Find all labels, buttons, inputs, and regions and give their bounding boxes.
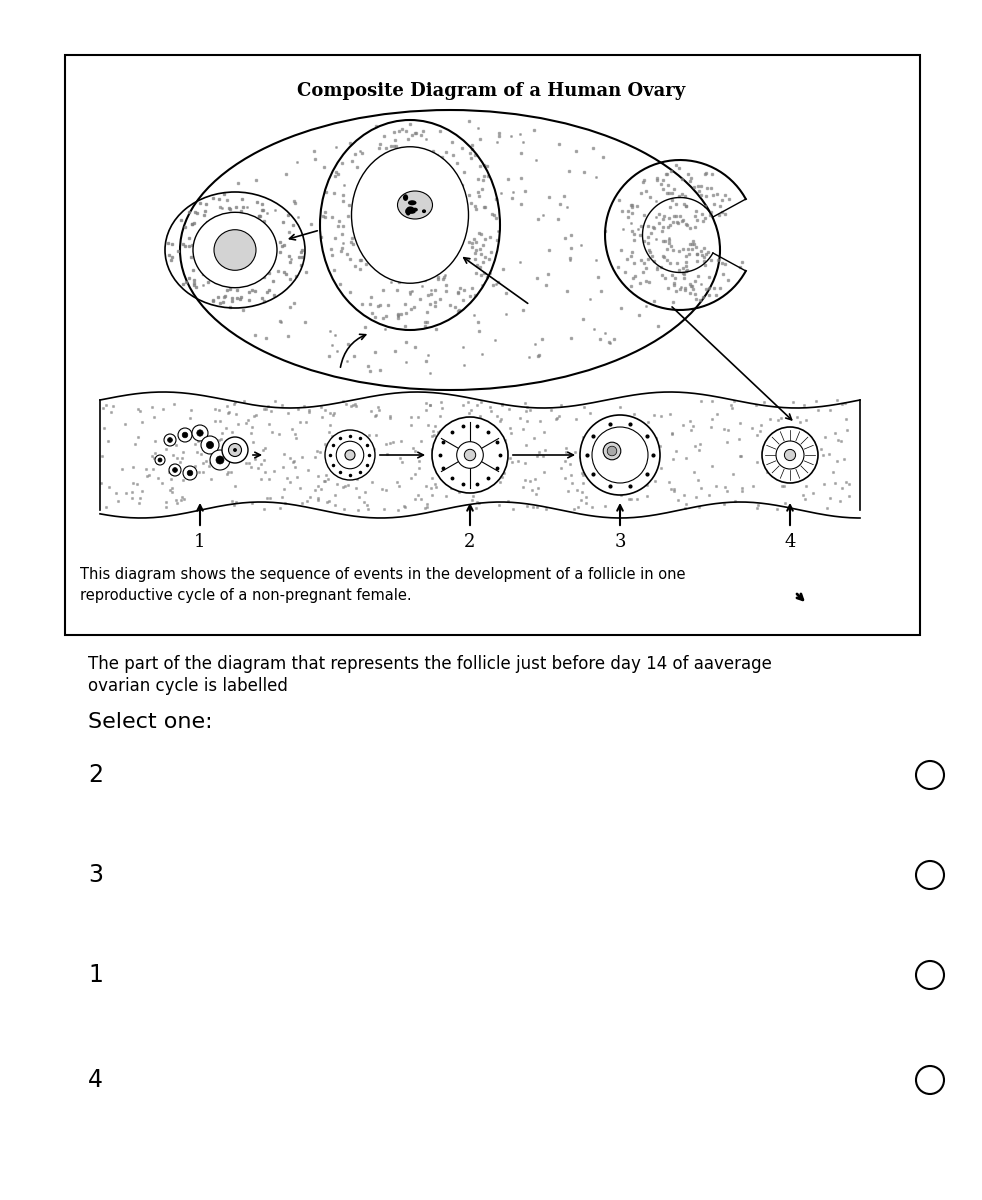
Circle shape bbox=[916, 761, 944, 790]
Text: 3: 3 bbox=[615, 533, 626, 551]
Circle shape bbox=[776, 440, 804, 469]
Text: 2: 2 bbox=[88, 763, 103, 787]
Text: 3: 3 bbox=[88, 863, 103, 887]
Circle shape bbox=[233, 448, 237, 452]
Text: 2: 2 bbox=[464, 533, 475, 551]
Circle shape bbox=[916, 961, 944, 989]
Circle shape bbox=[607, 446, 617, 456]
Circle shape bbox=[345, 450, 355, 460]
Ellipse shape bbox=[412, 208, 418, 211]
Circle shape bbox=[229, 444, 242, 456]
Text: 4: 4 bbox=[785, 533, 795, 551]
Ellipse shape bbox=[352, 146, 468, 283]
Ellipse shape bbox=[193, 212, 277, 288]
Circle shape bbox=[325, 430, 375, 480]
Circle shape bbox=[457, 442, 483, 468]
Circle shape bbox=[192, 425, 208, 440]
Text: The part of the diagram that represents the follicle just before day 14 of a⁠⁠av: The part of the diagram that represents … bbox=[88, 655, 772, 673]
Circle shape bbox=[178, 428, 192, 442]
Text: 1: 1 bbox=[194, 533, 206, 551]
Text: This diagram shows the sequence of events in the development of a follicle in on: This diagram shows the sequence of event… bbox=[80, 566, 685, 602]
Circle shape bbox=[168, 438, 173, 443]
Circle shape bbox=[336, 442, 363, 469]
Circle shape bbox=[164, 434, 176, 446]
Circle shape bbox=[222, 437, 248, 463]
Circle shape bbox=[592, 427, 648, 482]
Text: Select one:: Select one: bbox=[88, 712, 213, 732]
Circle shape bbox=[785, 449, 795, 461]
Ellipse shape bbox=[403, 194, 409, 200]
Circle shape bbox=[580, 415, 660, 494]
Text: ovarian cycle is labelled: ovarian cycle is labelled bbox=[88, 677, 288, 695]
Circle shape bbox=[188, 470, 192, 475]
Circle shape bbox=[155, 455, 165, 464]
Ellipse shape bbox=[406, 209, 409, 215]
Circle shape bbox=[196, 430, 203, 437]
Ellipse shape bbox=[214, 229, 256, 270]
Circle shape bbox=[158, 458, 162, 462]
Circle shape bbox=[206, 442, 214, 449]
Circle shape bbox=[603, 443, 621, 460]
Ellipse shape bbox=[407, 206, 414, 211]
Text: 1: 1 bbox=[88, 962, 103, 986]
Circle shape bbox=[183, 466, 197, 480]
Circle shape bbox=[201, 436, 219, 454]
Circle shape bbox=[210, 450, 230, 470]
Ellipse shape bbox=[407, 210, 415, 214]
Circle shape bbox=[169, 464, 181, 476]
Ellipse shape bbox=[398, 191, 432, 218]
Ellipse shape bbox=[422, 209, 426, 214]
Circle shape bbox=[173, 468, 178, 473]
Circle shape bbox=[432, 416, 508, 493]
Text: 4: 4 bbox=[88, 1068, 103, 1092]
Circle shape bbox=[916, 1066, 944, 1094]
Ellipse shape bbox=[408, 200, 416, 205]
Ellipse shape bbox=[406, 209, 410, 216]
Circle shape bbox=[216, 456, 224, 464]
Circle shape bbox=[183, 432, 188, 438]
Circle shape bbox=[916, 862, 944, 889]
FancyBboxPatch shape bbox=[65, 55, 920, 635]
Text: Composite Diagram of a Human Ovary: Composite Diagram of a Human Ovary bbox=[297, 82, 685, 100]
Circle shape bbox=[464, 449, 475, 461]
Circle shape bbox=[762, 427, 818, 482]
